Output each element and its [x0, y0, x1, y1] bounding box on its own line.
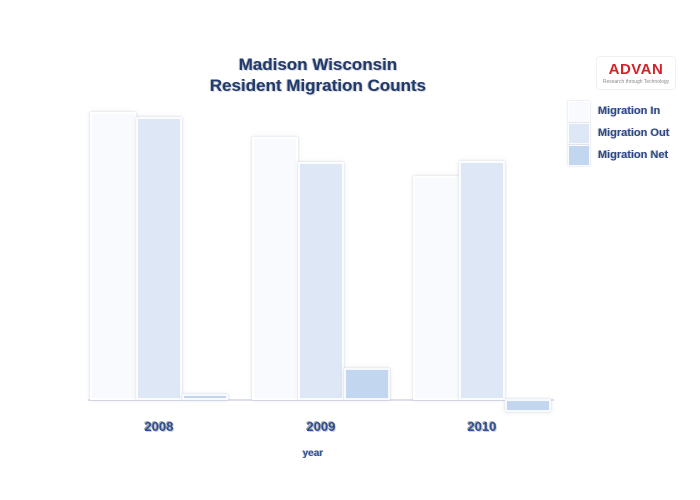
legend-item-migration-net: Migration Net	[568, 144, 670, 166]
bar-migration-in-2009	[252, 137, 298, 400]
advan-logo-text: ADVAN	[608, 61, 664, 78]
legend-item-migration-in: Migration In	[568, 100, 670, 122]
bar-migration-in-2010	[413, 176, 459, 400]
legend-swatch-migration-in	[568, 100, 590, 122]
x-axis-title: year	[302, 448, 324, 459]
legend-label: Migration In	[598, 105, 661, 117]
x-axis-line	[88, 399, 554, 401]
bar-migration-out-2010	[459, 161, 505, 400]
x-tick-2009: 2009	[306, 419, 336, 434]
legend-swatch-migration-out	[568, 122, 590, 144]
bar-migration-out-2009	[298, 162, 344, 400]
bar-migration-net-2010	[505, 399, 551, 412]
advan-logo-tagline: Research through Technology	[602, 79, 670, 85]
chart-title: Madison Wisconsin Resident Migration Cou…	[88, 54, 548, 96]
legend-swatch-migration-net	[568, 144, 590, 166]
bar-migration-out-2008	[136, 117, 182, 400]
legend-label: Migration Out	[598, 127, 670, 139]
chart-title-line2: Resident Migration Counts	[209, 76, 427, 95]
legend-item-migration-out: Migration Out	[568, 122, 670, 144]
x-tick-2010: 2010	[467, 419, 497, 434]
x-tick-2008: 2008	[144, 419, 174, 434]
chart-title-line1: Madison Wisconsin	[238, 55, 398, 74]
bar-migration-net-2009	[344, 368, 390, 400]
legend-label: Migration Net	[598, 149, 669, 161]
advan-logo: ADVAN Research through Technology	[596, 56, 676, 90]
bar-migration-net-2008	[182, 394, 228, 400]
bar-migration-in-2008	[90, 112, 136, 400]
legend: Migration In Migration Out Migration Net	[568, 100, 670, 166]
